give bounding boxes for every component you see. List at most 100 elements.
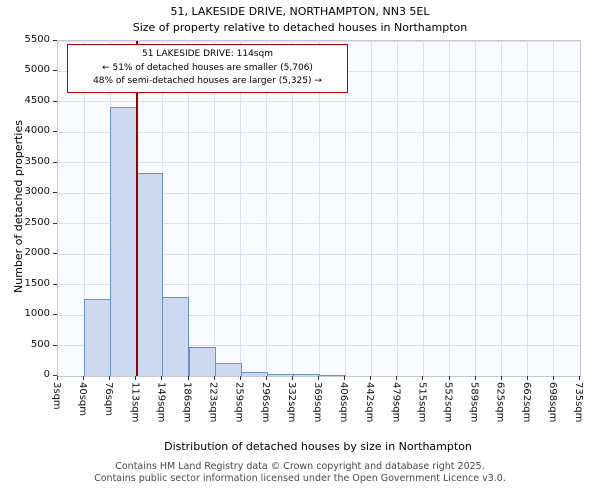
annotation-line-1: 51 LAKESIDE DRIVE: 114sqm [141, 49, 274, 59]
histogram-bar [292, 374, 320, 376]
histogram-bar [110, 106, 138, 376]
annotation-box: 51 LAKESIDE DRIVE: 114sqm ← 51% of detac… [67, 44, 348, 93]
grid-line-vertical [344, 41, 346, 376]
property-marker-line [136, 41, 139, 376]
grid-line-vertical [240, 41, 242, 376]
x-tick-label: 625sqm [494, 382, 506, 423]
y-tick-mark [53, 100, 57, 102]
x-tick-mark [109, 376, 111, 380]
x-tick-label: 479sqm [390, 382, 402, 423]
y-tick-label: 5000 [24, 64, 50, 76]
attribution-line-1: Contains HM Land Registry data © Crown c… [115, 461, 485, 472]
y-tick-mark [53, 131, 57, 133]
y-tick-mark [53, 222, 57, 224]
chart-title: 51, LAKESIDE DRIVE, NORTHAMPTON, NN3 5EL [170, 5, 430, 18]
y-tick-label: 4500 [24, 94, 50, 106]
x-tick-mark [57, 376, 58, 380]
grid-line-vertical [292, 41, 294, 376]
chart-subtitle: Size of property relative to detached ho… [132, 21, 468, 34]
x-tick-mark [422, 376, 424, 380]
grid-line-vertical [501, 41, 503, 376]
grid-line-vertical [318, 41, 320, 376]
x-tick-mark [448, 376, 450, 380]
x-tick-mark [396, 376, 398, 380]
histogram-bar [240, 371, 268, 376]
x-tick-label: 76sqm [103, 382, 115, 417]
grid-line-vertical [449, 41, 450, 376]
x-tick-mark [474, 376, 476, 380]
x-tick-label: 223sqm [207, 382, 219, 423]
y-tick-label: 5500 [24, 34, 50, 45]
annotation-line-3: 48% of semi-detached houses are larger (… [93, 76, 322, 86]
x-tick-label: 113sqm [129, 382, 141, 423]
y-tick-label: 0 [43, 369, 50, 380]
x-tick-label: 406sqm [338, 382, 350, 423]
grid-line-vertical [553, 41, 555, 376]
x-tick-label: 698sqm [546, 382, 558, 423]
y-tick-label: 1000 [24, 308, 50, 320]
x-tick-label: 259sqm [233, 382, 245, 423]
y-tick-mark [53, 253, 57, 255]
grid-line-vertical [396, 41, 398, 376]
x-tick-mark [213, 376, 215, 380]
x-tick-mark [265, 376, 267, 380]
histogram-bar [319, 375, 347, 376]
y-tick-mark [53, 283, 57, 285]
histogram-bar [214, 362, 242, 376]
x-tick-mark [318, 376, 319, 380]
x-tick-label: 735sqm [573, 382, 584, 423]
x-tick-mark [239, 376, 241, 380]
histogram-bar [136, 173, 164, 376]
histogram-bar [266, 373, 294, 376]
x-tick-label: 589sqm [468, 382, 480, 423]
x-tick-label: 40sqm [77, 382, 89, 417]
y-tick-label: 500 [30, 338, 50, 350]
y-tick-mark [53, 161, 57, 163]
x-tick-mark [526, 376, 528, 380]
y-tick-mark [53, 314, 57, 316]
x-tick-mark [344, 376, 346, 380]
grid-line-vertical [527, 41, 529, 376]
y-tick-label: 3000 [24, 186, 50, 198]
x-tick-mark [135, 376, 137, 380]
x-tick-mark [187, 376, 189, 380]
plot-area [57, 40, 581, 377]
x-tick-label: 332sqm [285, 382, 297, 423]
attribution-line-2: Contains public sector information licen… [94, 473, 506, 484]
y-tick-mark [53, 40, 57, 41]
x-tick-label: 515sqm [416, 382, 428, 423]
x-tick-label: 552sqm [442, 382, 454, 423]
y-tick-label: 4000 [24, 125, 50, 137]
histogram-bar [162, 297, 190, 376]
x-tick-label: 3sqm [51, 382, 62, 410]
grid-line-vertical [214, 41, 216, 376]
x-tick-label: 369sqm [312, 382, 323, 423]
grid-line-vertical [475, 41, 477, 376]
y-tick-label: 3500 [24, 155, 50, 167]
x-tick-label: 442sqm [364, 382, 376, 423]
x-tick-label: 296sqm [259, 382, 271, 423]
grid-line-vertical [83, 41, 85, 376]
histogram-bar [84, 298, 112, 376]
y-tick-mark [53, 192, 57, 194]
x-tick-mark [579, 376, 580, 380]
x-tick-mark [83, 376, 85, 380]
grid-line-vertical [370, 41, 372, 376]
x-axis-label: Distribution of detached houses by size … [164, 440, 472, 453]
x-tick-mark [500, 376, 502, 380]
x-tick-mark [161, 376, 163, 380]
grid-line-vertical [188, 41, 189, 376]
x-tick-mark [291, 376, 293, 380]
x-tick-mark [370, 376, 372, 380]
y-tick-label: 1500 [24, 277, 50, 289]
histogram-bar [188, 346, 216, 376]
x-tick-label: 149sqm [155, 382, 167, 423]
x-tick-mark [552, 376, 554, 380]
y-axis-label: Number of detached properties [12, 120, 25, 293]
y-tick-mark [53, 344, 57, 346]
y-tick-label: 2000 [24, 247, 50, 259]
x-tick-label: 662sqm [520, 382, 532, 423]
x-tick-label: 186sqm [181, 382, 193, 423]
y-tick-label: 2500 [24, 216, 50, 228]
